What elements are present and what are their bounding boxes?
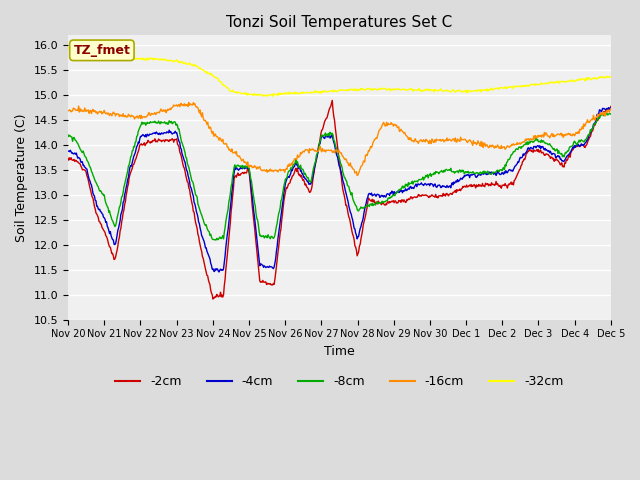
-4cm: [605, 105, 612, 110]
-8cm: [602, 110, 610, 116]
-16cm: [423, 137, 431, 143]
Legend: -2cm, -4cm, -8cm, -16cm, -32cm: -2cm, -4cm, -8cm, -16cm, -32cm: [110, 370, 568, 393]
-16cm: [74, 108, 82, 113]
-16cm: [607, 106, 614, 111]
-2cm: [328, 97, 336, 103]
-32cm: [607, 74, 614, 80]
Line: -16cm: -16cm: [68, 103, 611, 176]
-4cm: [64, 148, 72, 154]
-4cm: [406, 184, 414, 190]
-2cm: [407, 194, 415, 200]
Text: TZ_fmet: TZ_fmet: [74, 44, 131, 57]
-32cm: [422, 86, 429, 92]
Line: -4cm: -4cm: [68, 108, 611, 272]
-4cm: [215, 269, 223, 275]
-2cm: [74, 159, 82, 165]
-2cm: [185, 185, 193, 191]
-4cm: [185, 175, 193, 181]
-4cm: [607, 105, 614, 111]
-16cm: [186, 102, 193, 108]
-8cm: [607, 111, 614, 117]
-32cm: [269, 94, 276, 99]
-8cm: [212, 237, 220, 243]
-16cm: [214, 135, 222, 141]
Title: Tonzi Soil Temperatures Set C: Tonzi Soil Temperatures Set C: [227, 15, 452, 30]
-32cm: [406, 86, 414, 92]
-8cm: [214, 237, 222, 242]
-2cm: [214, 294, 222, 300]
-4cm: [214, 266, 221, 272]
-2cm: [209, 296, 217, 302]
-16cm: [353, 173, 361, 179]
-16cm: [130, 114, 138, 120]
-32cm: [214, 75, 221, 81]
-16cm: [64, 108, 72, 114]
-8cm: [74, 141, 82, 146]
-32cm: [185, 61, 193, 67]
-4cm: [130, 154, 138, 159]
-32cm: [130, 56, 138, 62]
-32cm: [64, 45, 72, 50]
-2cm: [130, 161, 138, 167]
-4cm: [74, 156, 82, 161]
-2cm: [607, 104, 614, 109]
Line: -2cm: -2cm: [68, 100, 611, 299]
Y-axis label: Soil Temperature (C): Soil Temperature (C): [15, 113, 28, 242]
-8cm: [406, 180, 414, 186]
-8cm: [64, 132, 72, 138]
-32cm: [74, 47, 82, 53]
-16cm: [407, 135, 415, 141]
Line: -32cm: -32cm: [68, 48, 611, 96]
X-axis label: Time: Time: [324, 345, 355, 358]
-4cm: [422, 181, 429, 187]
-8cm: [130, 144, 138, 149]
-2cm: [423, 192, 431, 198]
Line: -8cm: -8cm: [68, 113, 611, 240]
-8cm: [185, 165, 193, 170]
-8cm: [422, 173, 429, 179]
-16cm: [185, 100, 193, 106]
-2cm: [64, 156, 72, 161]
